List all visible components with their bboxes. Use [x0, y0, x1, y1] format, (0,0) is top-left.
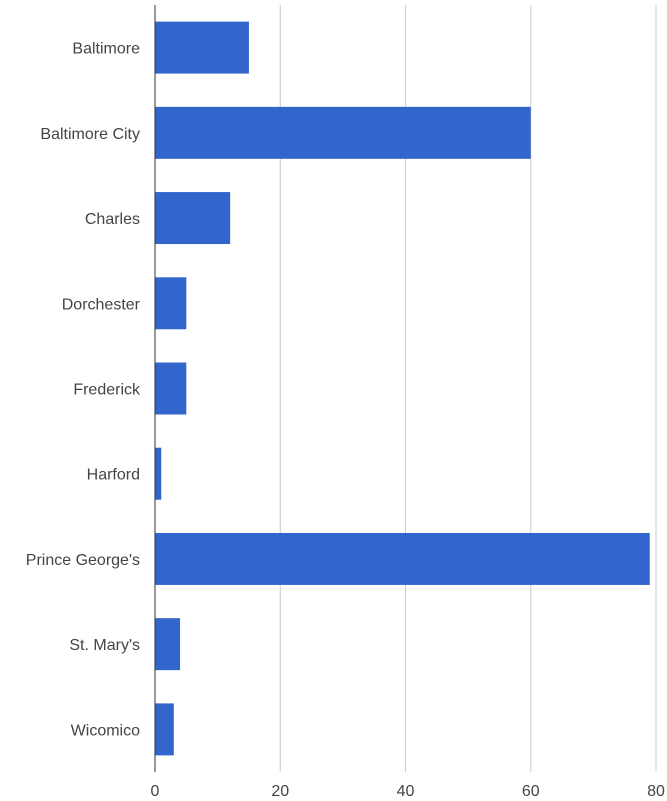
category-label: Charles [85, 211, 140, 228]
x-tick-labels: 0 20 40 60 80 [151, 783, 665, 800]
category-label: Baltimore City [40, 126, 140, 143]
bar [155, 532, 650, 585]
bar [155, 618, 181, 671]
x-tick-label: 0 [151, 783, 160, 800]
category-labels: Baltimore Baltimore City Charles Dorchester… [26, 41, 141, 740]
category-label: Prince George's [26, 552, 140, 569]
category-label: Dorchester [62, 296, 141, 313]
category-label: Harford [87, 467, 140, 484]
bar [155, 362, 187, 415]
category-label: Baltimore [72, 41, 140, 58]
x-tick-label: 80 [647, 783, 665, 800]
bar [155, 277, 187, 330]
category-label: Wicomico [71, 722, 140, 739]
bar [155, 703, 174, 756]
bars [155, 21, 650, 756]
bar [155, 21, 249, 74]
x-tick-label: 60 [522, 783, 540, 800]
category-label: St. Mary's [69, 637, 140, 654]
bar [155, 106, 531, 159]
x-tick-label: 40 [397, 783, 415, 800]
bar [155, 192, 231, 245]
category-label: Frederick [73, 382, 141, 399]
bar [155, 447, 162, 500]
x-tick-label: 20 [271, 783, 289, 800]
